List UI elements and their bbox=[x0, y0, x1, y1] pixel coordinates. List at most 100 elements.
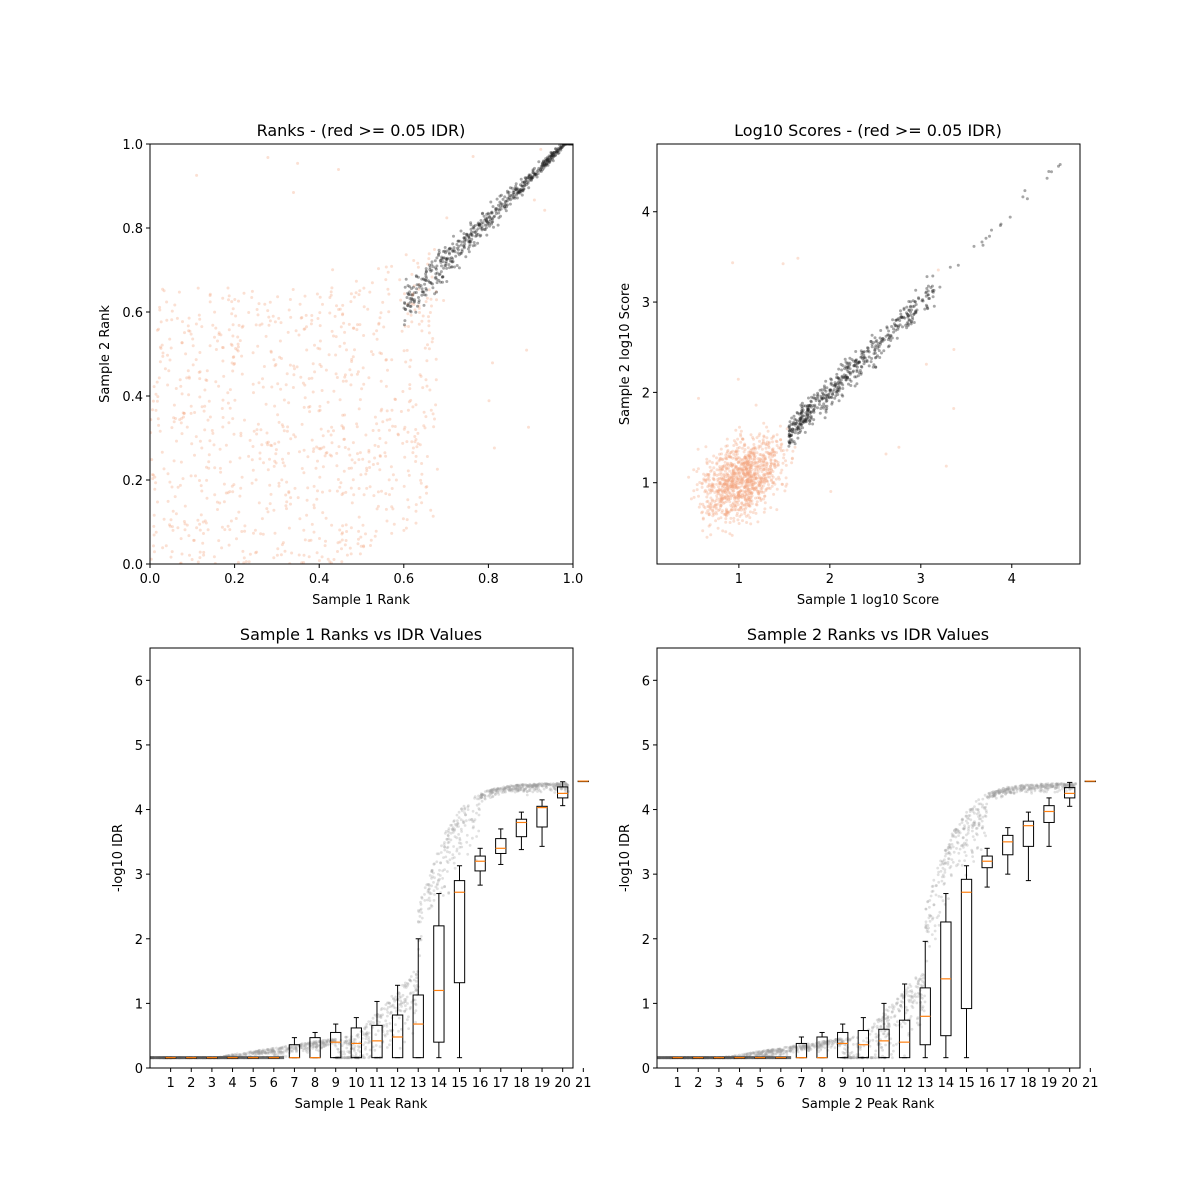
idr-point bbox=[1046, 782, 1050, 786]
fail-idr-point bbox=[266, 156, 270, 159]
idr-point bbox=[386, 1006, 390, 1009]
idr-point bbox=[294, 1046, 298, 1049]
fail-idr-point bbox=[358, 552, 362, 556]
idr-point bbox=[850, 1056, 853, 1060]
pass-idr-point bbox=[808, 419, 812, 423]
idr-point bbox=[255, 1052, 259, 1056]
pass-idr-point bbox=[406, 284, 410, 288]
pass-idr-point bbox=[417, 296, 420, 299]
idr-point bbox=[505, 784, 509, 788]
idr-point bbox=[539, 784, 543, 787]
fail-idr-point bbox=[216, 508, 219, 511]
fail-idr-point bbox=[226, 524, 230, 528]
idr-point bbox=[404, 998, 408, 1001]
fail-idr-point bbox=[747, 472, 751, 476]
idr-point bbox=[272, 1049, 275, 1053]
fail-idr-point bbox=[176, 526, 180, 530]
fail-idr-point bbox=[769, 467, 773, 471]
fail-idr-point bbox=[165, 300, 169, 304]
fail-idr-point bbox=[717, 468, 721, 472]
fail-idr-point bbox=[748, 480, 752, 484]
fail-idr-point bbox=[389, 465, 393, 469]
fail-idr-point bbox=[362, 286, 366, 290]
fail-idr-point bbox=[762, 453, 765, 457]
fail-idr-point bbox=[335, 464, 339, 468]
fail-idr-point bbox=[744, 457, 748, 460]
fail-idr-point bbox=[292, 191, 295, 194]
pass-idr-point bbox=[409, 300, 413, 304]
pass-idr-point bbox=[926, 307, 930, 311]
fail-idr-point bbox=[302, 561, 306, 564]
fail-idr-point bbox=[487, 399, 491, 403]
fail-idr-point bbox=[728, 452, 732, 456]
pass-idr-point bbox=[522, 187, 526, 191]
fail-idr-point bbox=[276, 547, 280, 551]
fail-idr-point bbox=[424, 378, 428, 382]
fail-idr-point bbox=[707, 513, 711, 517]
fail-idr-point bbox=[719, 447, 723, 451]
idr-point bbox=[1064, 783, 1068, 786]
pass-idr-point bbox=[435, 264, 439, 268]
idr-point bbox=[299, 1043, 303, 1047]
pass-idr-point bbox=[788, 434, 792, 438]
fail-idr-point bbox=[745, 484, 749, 488]
fail-idr-point bbox=[700, 482, 704, 486]
pass-idr-point bbox=[413, 298, 416, 302]
fail-idr-point bbox=[749, 522, 753, 526]
fail-idr-point bbox=[703, 506, 707, 510]
pass-idr-point bbox=[788, 434, 792, 438]
fail-idr-point bbox=[709, 505, 713, 509]
pass-idr-point bbox=[788, 434, 792, 438]
box-rank-13 bbox=[412, 938, 424, 1059]
fail-idr-point bbox=[745, 498, 749, 502]
idr-point bbox=[513, 787, 517, 791]
idr-point bbox=[325, 1040, 329, 1044]
idr-point bbox=[776, 1047, 780, 1051]
fail-idr-point bbox=[183, 522, 187, 526]
fail-idr-point bbox=[717, 488, 721, 491]
idr-point bbox=[1045, 784, 1049, 787]
fail-idr-point bbox=[750, 468, 754, 472]
fail-idr-point bbox=[761, 473, 765, 477]
fail-idr-point bbox=[730, 533, 734, 537]
pass-idr-point bbox=[445, 280, 449, 283]
idr-point bbox=[557, 782, 560, 786]
pass-idr-point bbox=[554, 150, 558, 153]
fail-idr-point bbox=[730, 494, 733, 498]
x-tick-label: 9 bbox=[332, 1076, 340, 1091]
pass-idr-point bbox=[926, 289, 930, 293]
idr-point bbox=[458, 845, 462, 849]
fail-idr-point bbox=[182, 520, 186, 523]
fail-idr-point bbox=[416, 431, 420, 435]
idr-point bbox=[508, 786, 512, 790]
idr-point bbox=[389, 1005, 392, 1008]
fail-idr-point bbox=[739, 477, 743, 481]
fail-idr-point bbox=[769, 458, 773, 462]
fail-idr-point bbox=[710, 484, 714, 488]
fail-idr-point bbox=[749, 433, 753, 437]
pass-idr-point bbox=[505, 199, 509, 203]
y-tick-label: 1 bbox=[642, 477, 650, 492]
fail-idr-point bbox=[349, 552, 353, 556]
fail-idr-point bbox=[241, 324, 245, 328]
fail-idr-point bbox=[725, 472, 729, 476]
pass-idr-point bbox=[456, 239, 460, 243]
x-tick-label: 11 bbox=[369, 1076, 386, 1091]
pass-idr-point bbox=[539, 164, 543, 168]
idr-point bbox=[263, 1051, 267, 1055]
fail-idr-point bbox=[723, 482, 727, 486]
fail-idr-point bbox=[300, 316, 304, 319]
idr-point bbox=[415, 984, 419, 987]
pass-idr-point bbox=[899, 309, 902, 313]
fail-idr-point bbox=[747, 470, 751, 473]
fail-idr-point bbox=[725, 494, 729, 498]
pass-idr-point bbox=[831, 383, 835, 387]
pass-idr-point bbox=[787, 434, 791, 438]
idr-point bbox=[489, 792, 493, 796]
pass-idr-point bbox=[512, 195, 516, 199]
idr-point bbox=[471, 826, 475, 830]
fail-idr-point bbox=[728, 469, 732, 473]
fail-idr-point bbox=[371, 429, 375, 432]
fail-idr-point bbox=[410, 272, 414, 276]
pass-idr-point bbox=[441, 275, 444, 279]
